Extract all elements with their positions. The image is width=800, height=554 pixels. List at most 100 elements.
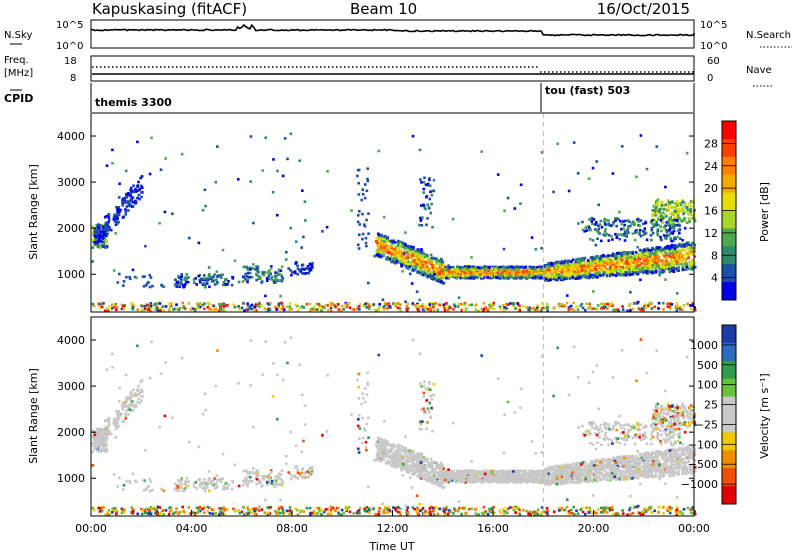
power-cell [515,265,518,269]
power-cell [180,275,183,279]
power-cell [599,219,603,223]
velocity-cell [105,419,108,422]
power-cell [130,196,134,200]
power-cell [131,268,135,272]
power-cell [588,228,591,232]
power-cell [660,204,664,207]
power-cell [650,249,653,252]
power-cell [357,214,360,217]
power-cell [578,274,582,277]
power-cell [445,272,449,275]
power-cell [497,274,501,277]
power-cell [563,277,566,281]
power-cell [580,272,583,275]
power-cell [672,256,676,259]
power-cell [658,246,662,249]
power-cell [566,273,569,277]
power-cell [427,205,431,209]
velocity-cell [127,413,130,416]
power-cell [227,279,230,283]
power-cell [149,308,153,311]
power-cell [359,302,362,306]
power-cell [188,236,191,240]
power-cell [436,278,439,282]
power-cell [432,178,436,182]
power-cell [422,309,426,312]
power-cell [573,270,576,274]
power-cell [419,250,423,254]
power-cell [310,264,314,267]
power-cell [538,266,542,269]
power-cell [599,307,603,310]
power-cell [543,274,546,277]
velocity-cell [259,480,262,484]
power-cell [452,308,455,311]
power-cell [459,276,462,280]
power-cell [122,280,126,283]
power-cell [617,263,620,266]
power-cell [652,271,656,274]
power-cell [416,252,419,256]
power-cell [576,172,580,175]
power-cell [389,252,393,255]
power-cell [387,251,390,255]
power-cell [517,271,520,275]
power-cell [461,274,465,278]
power-cell [503,209,506,213]
power-cell [116,217,119,220]
power-cell [403,243,407,246]
power-cell [163,210,167,214]
power-cell [277,268,281,272]
velocity-cell [141,395,144,398]
power-cell [612,308,615,312]
velocity-cell [212,479,215,483]
power-cell [440,266,443,270]
power-cell [95,245,99,248]
power-cell [433,277,436,280]
power-cell [428,184,432,187]
power-cell [688,217,691,221]
power-cell [117,220,120,224]
power-cell [469,271,473,274]
power-cell [413,266,416,269]
power-cell [596,304,600,307]
power-cell [690,205,694,208]
power-cell [95,242,99,245]
power-cell [665,237,668,240]
power-cell [430,256,433,260]
power-cell [357,243,360,247]
power-cell [596,237,599,241]
power-cell [203,277,206,281]
power-cell [461,272,465,276]
power-cell [124,208,127,211]
power-cell [413,258,417,262]
power-cell [180,282,183,285]
power-cell [424,207,427,211]
power-cell [428,306,432,310]
power-cell [535,276,539,280]
power-cell [503,269,506,273]
power-cell [597,224,600,228]
nsearch-tick-top: 10^5 [700,20,727,31]
power-cell [569,304,573,308]
power-cell [132,184,135,187]
power-cell [502,268,506,271]
power-cell [118,272,121,276]
power-cell [666,244,669,248]
power-cell [524,270,527,274]
nave-tick-bottom: 0 [707,73,713,84]
power-cell [382,305,386,308]
power-cell [439,270,442,273]
power-cell [604,261,607,265]
power-cell [294,240,298,243]
power-cell [688,204,692,208]
power-cell [683,203,687,206]
velocity-cell [184,487,187,490]
power-cell [100,245,104,248]
power-cell [426,258,430,261]
power-cell [628,273,632,277]
power-cell [639,134,643,137]
power-cell [290,271,294,274]
power-cell [573,267,577,271]
power-cell [506,196,510,200]
